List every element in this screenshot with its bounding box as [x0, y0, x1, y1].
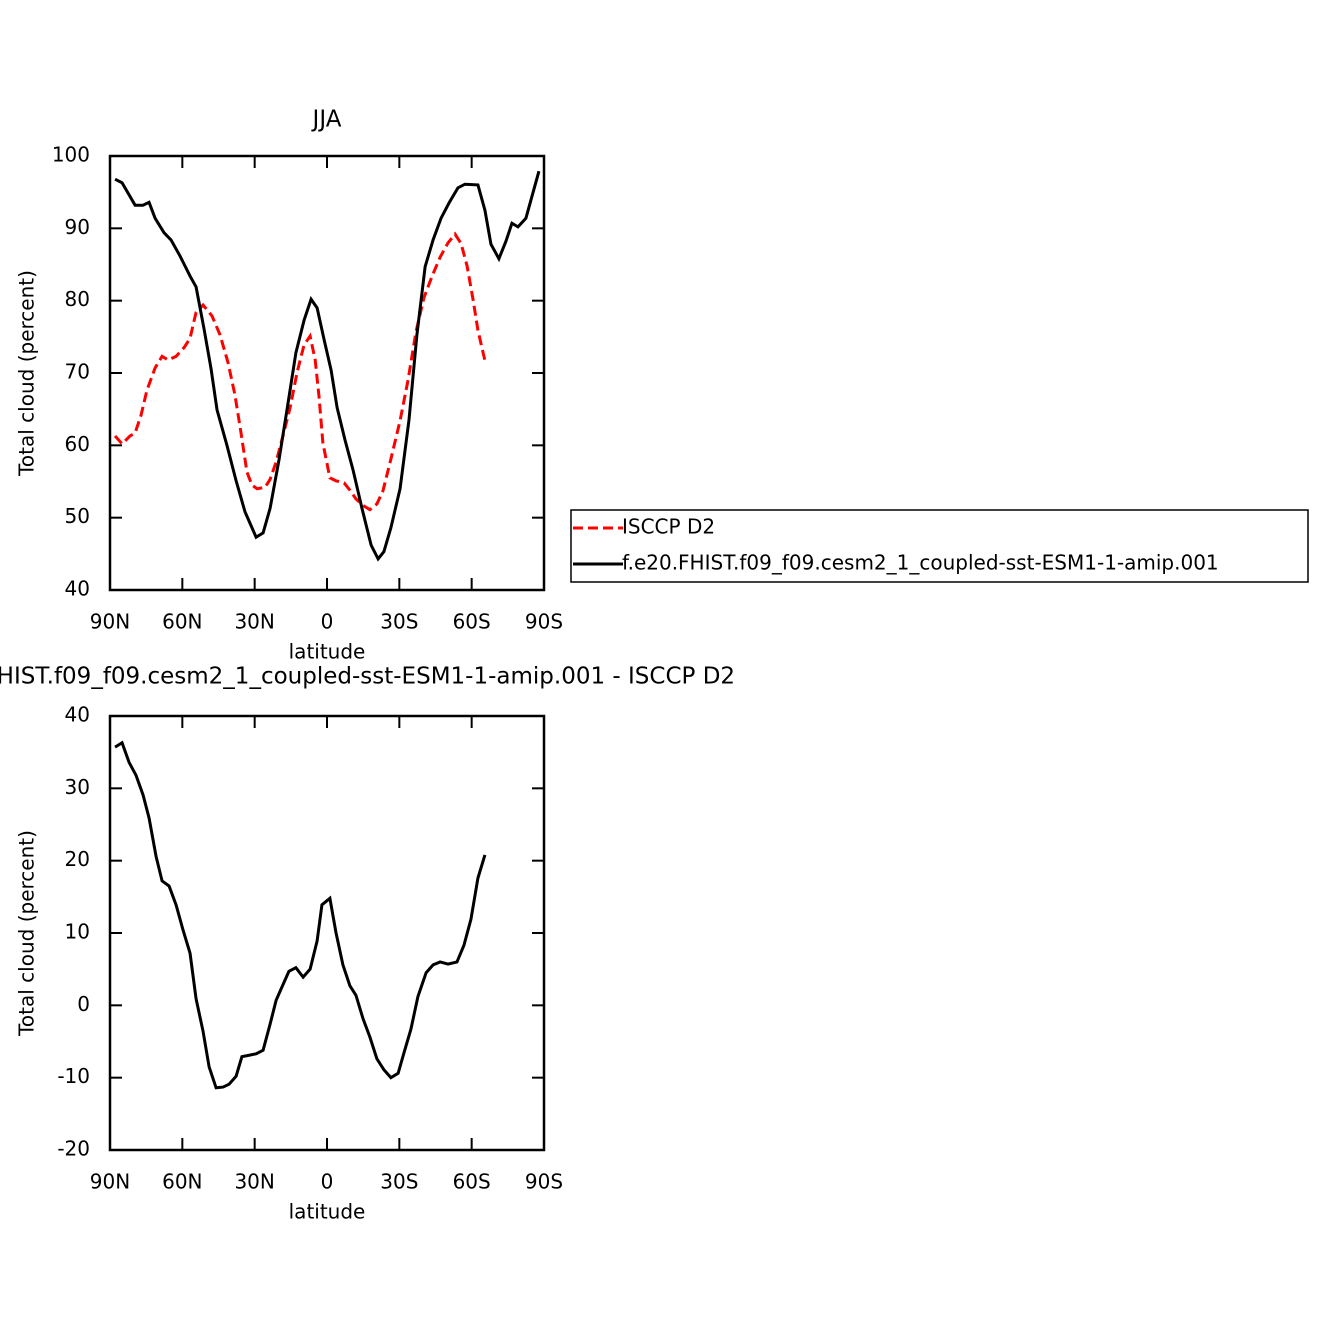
x-axis-label: latitude	[289, 1200, 366, 1224]
x-axis-label: latitude	[289, 640, 366, 664]
y-tick-label: 80	[65, 287, 90, 311]
x-tick-label: 60S	[453, 1170, 491, 1194]
chart-title: JJA	[311, 107, 342, 133]
y-tick-label: 30	[65, 775, 90, 799]
x-tick-label: 60N	[162, 1170, 202, 1194]
x-tick-label: 90S	[525, 610, 563, 634]
y-tick-label: 10	[65, 920, 90, 944]
legend-label: ISCCP D2	[622, 515, 715, 539]
y-tick-label: 0	[77, 992, 90, 1016]
legend-box	[570, 509, 1309, 583]
y-tick-label: -10	[57, 1064, 90, 1088]
legend-label: f.e20.FHIST.f09_f09.cesm2_1_coupled-sst-…	[622, 551, 1219, 575]
y-tick-label: 60	[65, 432, 90, 456]
x-tick-label: 30S	[380, 610, 418, 634]
y-tick-label: -20	[57, 1137, 90, 1161]
x-tick-label: 0	[321, 1170, 334, 1194]
y-tick-label: 20	[65, 847, 90, 871]
y-axis-label: Total cloud (percent)	[15, 270, 39, 477]
y-tick-label: 100	[52, 143, 90, 167]
x-tick-label: 0	[321, 610, 334, 634]
y-tick-label: 50	[65, 504, 90, 528]
y-tick-label: 70	[65, 360, 90, 384]
data-line	[114, 170, 541, 562]
y-axis-label: Total cloud (percent)	[15, 830, 39, 1037]
data-line	[114, 740, 487, 1090]
x-tick-label: 90N	[90, 610, 130, 634]
x-tick-label: 90S	[525, 1170, 563, 1194]
y-tick-label: 40	[65, 703, 90, 727]
x-tick-label: 60N	[162, 610, 202, 634]
x-tick-label: 30N	[234, 610, 274, 634]
x-tick-label: 90N	[90, 1170, 130, 1194]
y-tick-label: 40	[65, 577, 90, 601]
x-tick-label: 30S	[380, 1170, 418, 1194]
x-tick-label: 60S	[453, 610, 491, 634]
data-line	[113, 231, 487, 512]
plot-frame	[108, 154, 546, 592]
y-tick-label: 90	[65, 215, 90, 239]
chart-title: f.e20.FHIST.f09_f09.cesm2_1_coupled-sst-…	[0, 664, 735, 690]
plot-frame	[108, 714, 546, 1152]
x-tick-label: 30N	[234, 1170, 274, 1194]
